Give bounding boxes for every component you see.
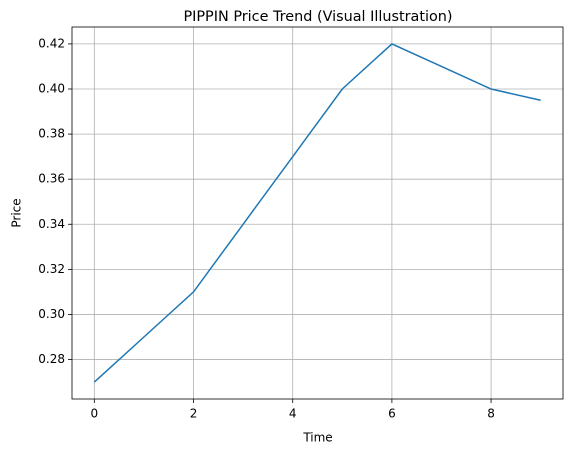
x-tick-label: 0: [90, 407, 98, 421]
y-axis-label: Price: [10, 198, 24, 227]
y-tick-label: 0.36: [38, 172, 65, 186]
line-series: [93, 43, 541, 383]
y-tick-label: 0.32: [38, 262, 65, 276]
x-tick-label: 2: [190, 407, 198, 421]
y-tick-label: 0.42: [38, 36, 65, 50]
y-tick-label: 0.40: [38, 82, 65, 96]
x-tick-label: 4: [289, 407, 297, 421]
plot-frame: [71, 26, 564, 400]
y-tick-label: 0.30: [38, 307, 65, 321]
x-tick-label: 8: [487, 407, 495, 421]
chart-title: PIPPIN Price Trend (Visual Illustration): [183, 9, 452, 25]
y-tick-label: 0.34: [38, 217, 65, 231]
x-tick-label: 6: [388, 407, 396, 421]
y-tick-label: 0.28: [38, 352, 65, 366]
y-tick-label: 0.38: [38, 127, 65, 141]
x-axis-label: Time: [302, 431, 332, 445]
